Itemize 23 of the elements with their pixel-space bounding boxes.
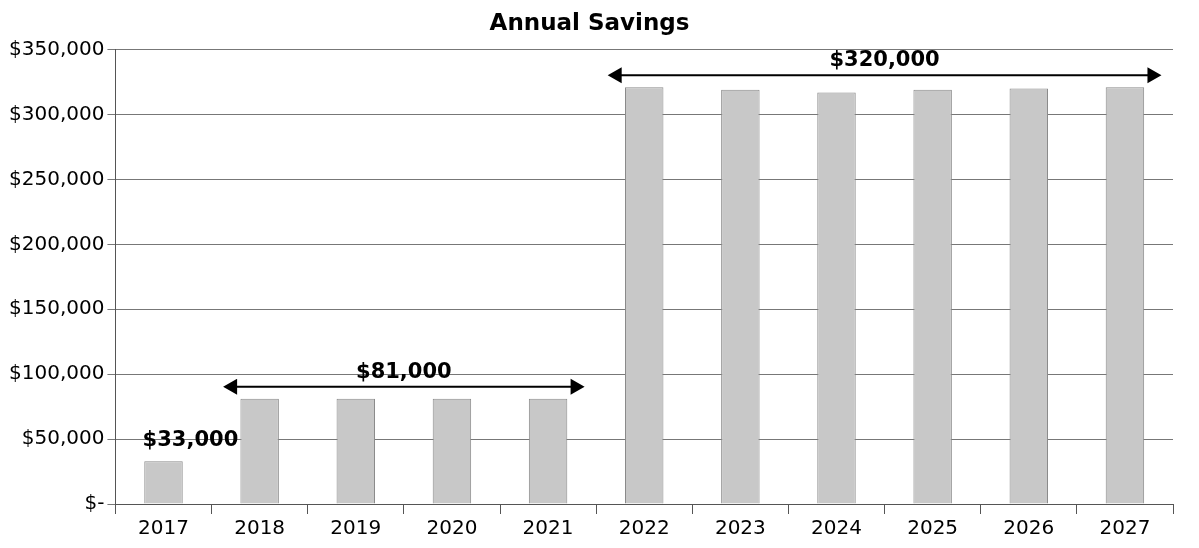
x-tick-label: 2018 <box>234 515 286 540</box>
y-tick-label: $200,000 <box>8 230 105 255</box>
y-tick-label: $150,000 <box>8 295 105 320</box>
x-tick-label: 2017 <box>138 515 189 540</box>
y-tick-label: $100,000 <box>8 360 105 385</box>
annotation: $320,000 <box>829 47 940 72</box>
x-tick-label: 2025 <box>907 515 959 540</box>
x-tick-label: 2023 <box>714 515 766 540</box>
y-tick-label: $- <box>84 490 105 515</box>
x-tick-label: 2019 <box>330 515 382 540</box>
x-tick-label: 2026 <box>1003 515 1055 540</box>
annotation: $33,000 <box>142 427 239 452</box>
y-tick-label: $250,000 <box>8 165 105 190</box>
x-tick-label: 2020 <box>426 515 478 540</box>
x-tick-label: 2024 <box>811 515 862 540</box>
x-tick-label: 2027 <box>1099 515 1151 540</box>
chart-title: Annual Savings <box>489 8 690 35</box>
y-tick-label: $300,000 <box>8 100 105 125</box>
annotation: $81,000 <box>356 358 452 383</box>
x-tick-label: 2022 <box>618 515 670 540</box>
y-tick-label: $350,000 <box>8 35 105 60</box>
y-tick-label: $50,000 <box>21 425 105 450</box>
x-tick-label: 2021 <box>522 515 574 540</box>
